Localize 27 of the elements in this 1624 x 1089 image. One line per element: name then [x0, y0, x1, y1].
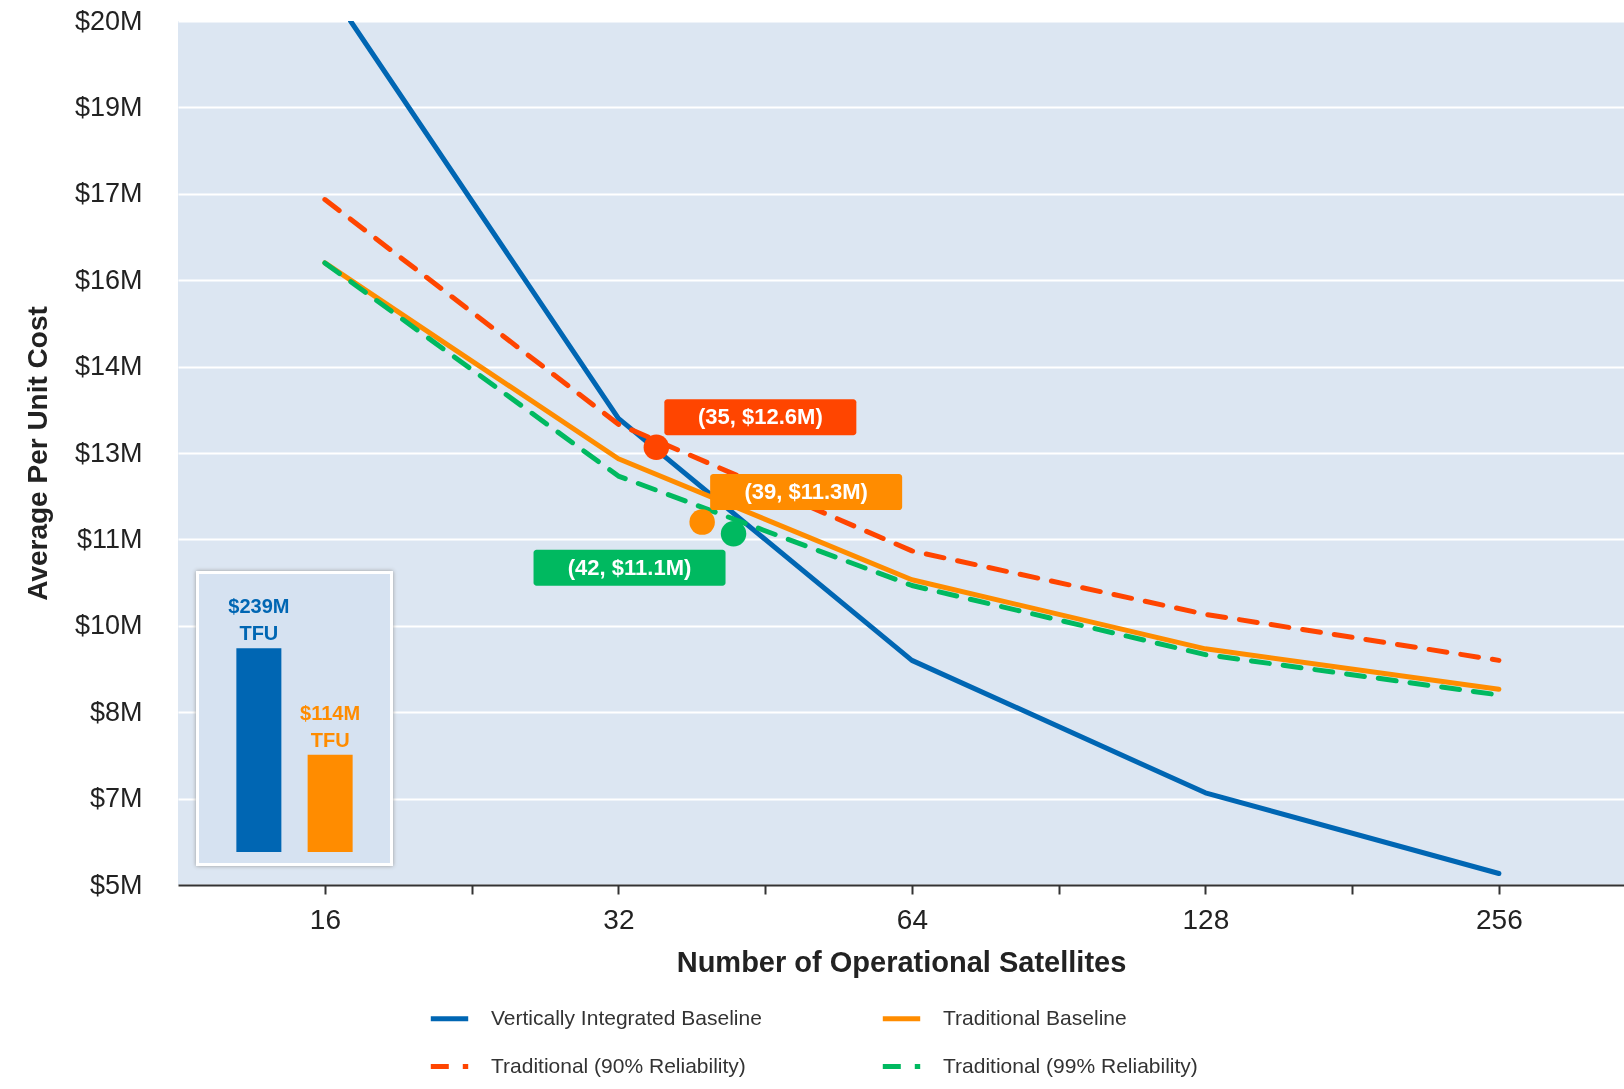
y-tick-label: $7M — [89, 783, 143, 814]
data-label: (35, $12.6M) — [697, 404, 823, 430]
legend-label: Traditional Baseline — [943, 1005, 1127, 1029]
y-tick-label: $10M — [74, 610, 143, 641]
y-tick-label: $16M — [74, 264, 143, 295]
data-label: $114M TFU — [300, 701, 361, 751]
x-tick-label: 128 — [1182, 903, 1230, 935]
data-label: $239M TFU — [228, 595, 290, 645]
y-axis-title: Average Per Unit Cost — [21, 306, 53, 601]
data-label: (39, $11.3M) — [744, 479, 868, 505]
x-tick-label: 64 — [896, 903, 928, 935]
y-tick-label: $17M — [74, 178, 143, 209]
data-label: (42, $11.1M) — [567, 554, 692, 580]
y-tick-label: $14M — [74, 351, 143, 382]
legend-label: Traditional (90% Reliability) — [491, 1053, 746, 1077]
y-tick-label: $13M — [74, 437, 143, 468]
legend-label: Vertically Integrated Baseline — [491, 1005, 762, 1029]
x-tick-label: 256 — [1476, 903, 1523, 935]
y-tick-label: $11M — [76, 523, 143, 554]
legend-label: Traditional (99% Reliability) — [943, 1053, 1198, 1077]
y-tick-label: $19M — [74, 91, 143, 122]
x-tick-label: 32 — [603, 903, 635, 935]
x-tick-label: 16 — [309, 903, 341, 935]
y-tick-label: $8M — [89, 696, 143, 727]
y-tick-label: $20M — [74, 5, 143, 36]
x-axis-title: Number of Operational Satellites — [676, 945, 1127, 978]
y-tick-label: $5M — [89, 869, 143, 900]
